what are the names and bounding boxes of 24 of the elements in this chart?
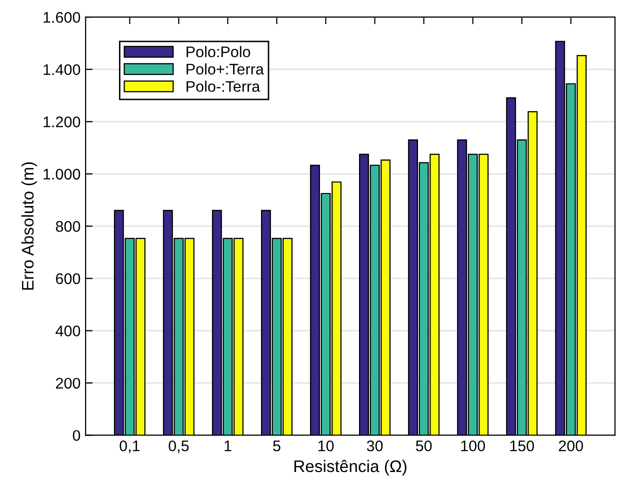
x-tick-label: 100 <box>461 440 485 452</box>
x-tick-label: 50 <box>416 440 432 452</box>
y-tick-label: 600 <box>56 273 80 284</box>
y-tick-label: 1.400 <box>44 64 80 76</box>
x-tick-label: 1 <box>224 440 232 452</box>
y-tick-label: 0 <box>72 430 80 441</box>
y-tick-label: 1.200 <box>44 116 80 128</box>
y-tick-label: 1.600 <box>44 12 80 23</box>
y-tick-label: 400 <box>56 326 80 336</box>
y-axis-title: Erro Absoluto (m) <box>21 162 37 290</box>
legend-label: Polo+:Terra <box>186 63 264 75</box>
x-tick-label: 30 <box>366 440 383 452</box>
legend-label: Polo:Polo <box>186 46 250 58</box>
x-tick-label: 0,5 <box>168 440 189 454</box>
x-tick-label: 5 <box>273 440 280 452</box>
x-tick-label: 200 <box>558 440 584 452</box>
y-tick-label: 200 <box>56 378 80 389</box>
y-tick-label: 800 <box>56 221 80 232</box>
x-tick-label: 10 <box>318 440 334 452</box>
y-tick-label: 1.000 <box>44 168 80 180</box>
x-axis-title: Resistência (Ω) <box>294 460 406 476</box>
x-tick-label: 150 <box>510 440 534 452</box>
x-tick-label: 0,1 <box>120 440 140 454</box>
legend-label: Polo-:Terra <box>186 80 260 92</box>
